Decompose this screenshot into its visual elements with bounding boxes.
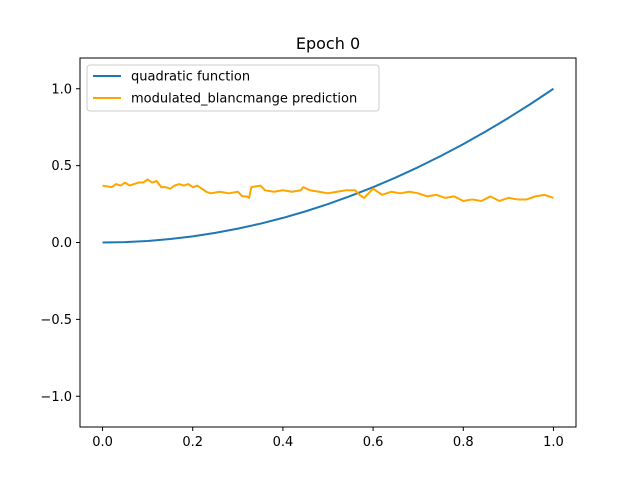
series-line-1 <box>102 87 555 244</box>
y-tick-label: −1.0 <box>40 390 72 405</box>
series-layer <box>102 87 555 244</box>
x-tick-label: 1.0 <box>543 435 564 450</box>
series-line-2 <box>102 178 554 202</box>
axes-layer: 0.0 0.2 0.4 0.6 0.8 1.0 −1.0 −0.5 0.0 0.5 1.0 <box>40 57 577 450</box>
legend: quadratic function modulated_blancmange p… <box>86 64 380 112</box>
legend-label-2: modulated_blancmange prediction <box>131 92 357 107</box>
x-tick-label: 0.2 <box>182 435 203 450</box>
y-tick-label: 1.0 <box>51 82 72 97</box>
legend-label-1: quadratic function <box>131 70 250 85</box>
x-tick-label: 0.6 <box>363 435 384 450</box>
x-tick-label: 0.0 <box>92 435 113 450</box>
x-tick-label: 0.8 <box>453 435 474 450</box>
chart-title: Epoch 0 <box>296 34 360 53</box>
y-tick-label: 0.0 <box>51 236 72 251</box>
y-tick-label: 0.5 <box>51 159 72 174</box>
x-tick-label: 0.4 <box>273 435 294 450</box>
legend-box <box>86 64 380 112</box>
plot-area <box>80 58 576 427</box>
y-tick-label: −0.5 <box>40 313 72 328</box>
